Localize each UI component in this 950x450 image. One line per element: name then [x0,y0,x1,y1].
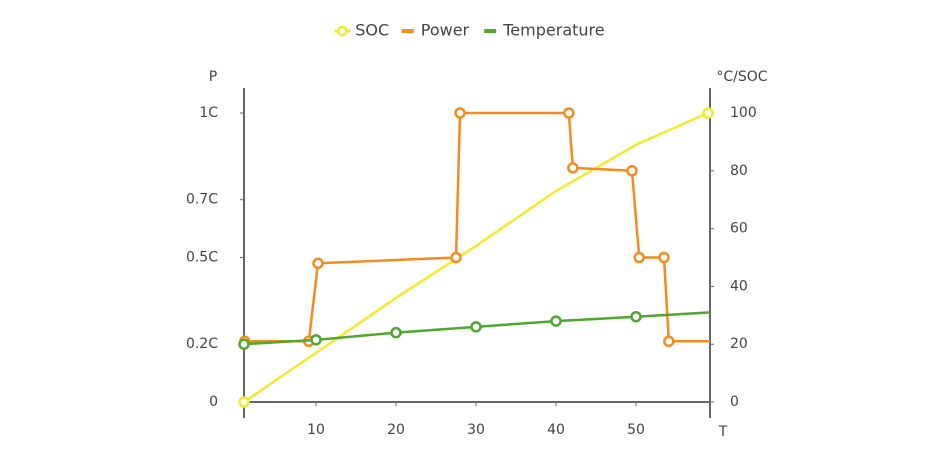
y2-tick-label: 60 [730,221,748,237]
y-tick-label: 0 [209,394,218,410]
point-marker [238,338,250,350]
y2-tick-label: 100 [730,105,757,121]
point-marker [702,107,714,119]
point-marker [238,396,250,408]
point-marker [563,107,575,119]
x-tick-label: 10 [307,422,325,438]
y2-axis-label: °C/SOC [716,69,767,85]
series-line [244,111,710,343]
legend-swatch-marker [337,25,348,37]
point-marker [450,251,462,264]
y-tick-label: 0.7C [186,192,218,208]
y2-tick-label: 80 [730,163,748,179]
y-axis-label: P [209,69,217,85]
point-marker [630,310,642,323]
point-marker [550,315,562,327]
point-marker [626,165,638,177]
x-axis-label: T [718,424,728,440]
x-tick-label: 20 [387,422,405,438]
y-tick-label: 0.2C [186,336,218,352]
y2-tick-label: 40 [730,278,748,294]
legend-label: SOC [355,21,389,40]
point-marker [390,326,402,339]
y-tick-label: 1C [199,105,218,121]
x-tick-label: 30 [467,422,485,438]
y-tick-label: 0.5C [186,250,218,266]
legend-label: Temperature [502,21,604,40]
legend-label: Power [421,21,470,40]
x-tick-label: 40 [547,422,565,438]
point-marker [663,335,675,348]
point-marker [454,107,466,119]
y2-tick-label: 20 [730,336,748,352]
series-line [243,111,709,404]
point-marker [312,257,324,270]
point-marker [470,321,482,333]
point-marker [567,162,579,174]
x-tick-label: 50 [627,422,645,438]
y2-tick-label: 0 [730,394,739,410]
point-marker [633,251,645,264]
point-marker [658,251,670,264]
point-marker [310,334,322,346]
